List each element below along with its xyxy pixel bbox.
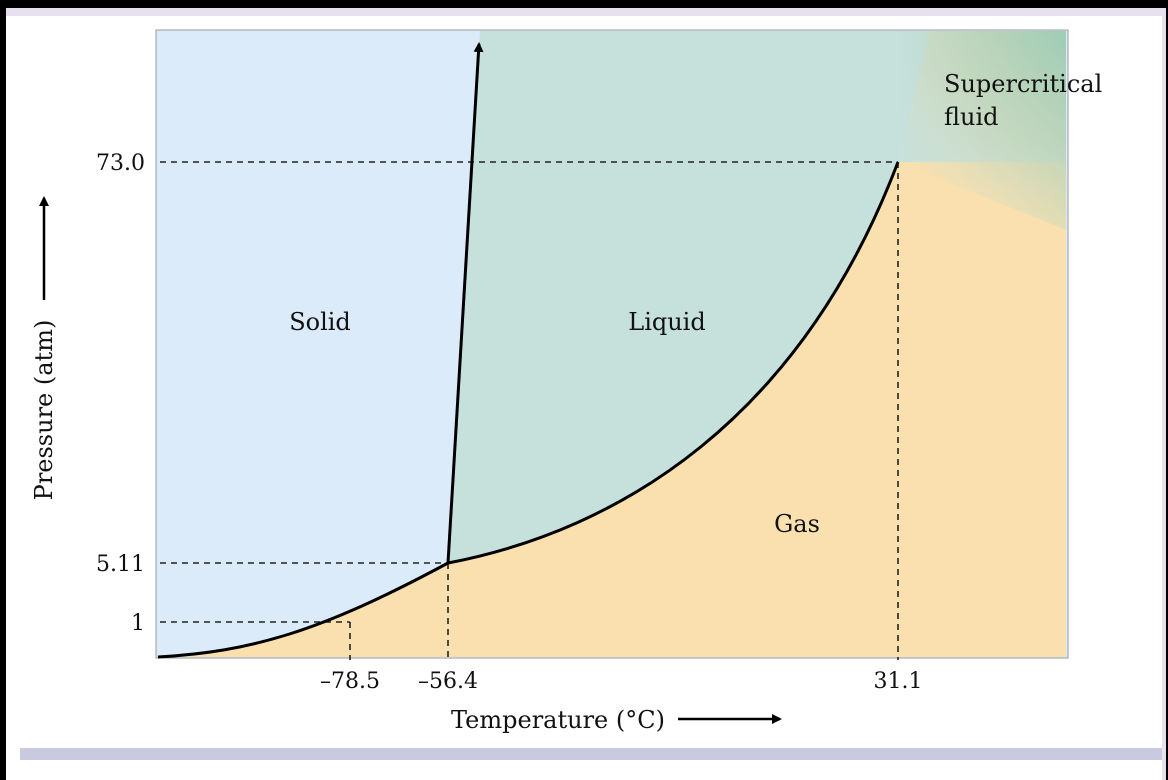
x-tick-311: 31.1 [874, 669, 923, 694]
y-tick-511: 5.11 [96, 552, 145, 577]
x-axis-label: Temperature (°C) [451, 706, 665, 734]
supercritical-label-line1: Supercritical [944, 70, 1102, 98]
x-tick-minus785: –78.5 [320, 669, 380, 694]
y-axis-label: Pressure (atm) [30, 320, 58, 501]
y-tick-1: 1 [131, 611, 145, 636]
y-tick-73: 73.0 [96, 151, 145, 176]
solid-label: Solid [289, 308, 351, 336]
vaporization-curve [447, 161, 900, 565]
supercritical-blend [898, 31, 1066, 230]
x-tick-minus564: –56.4 [418, 669, 478, 694]
supercritical-label-line2: fluid [944, 103, 999, 131]
gas-label: Gas [774, 510, 820, 538]
figure-shadow [20, 748, 1162, 760]
liquid-label: Liquid [628, 308, 705, 336]
melting-line [446, 42, 484, 564]
sublimation-curve [157, 561, 449, 659]
liquid-region [448, 31, 1066, 563]
